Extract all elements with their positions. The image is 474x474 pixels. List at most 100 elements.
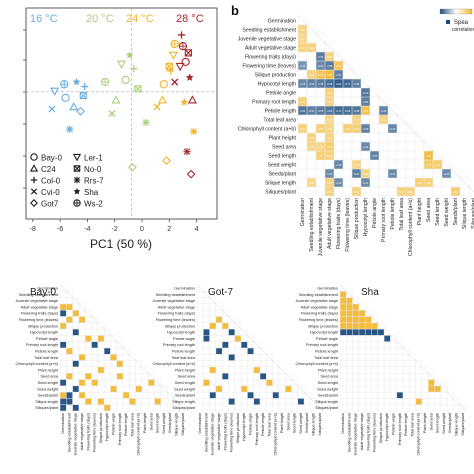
heatmap-col-label: Flowering time (leaves) [345,198,351,252]
heatmap-cell-label: -0.44 [390,128,396,131]
heatmap-grid-cell [415,373,423,380]
heatmap-cell [91,341,98,348]
heatmap-grid-cell [339,379,347,386]
heatmap-cell [72,310,79,317]
heatmap-grid-cell [228,360,235,368]
heatmap-grid-cell [122,366,130,374]
pca-point [187,95,197,104]
heatmap-row-label: Plant height [38,368,59,372]
heatmap-row-label: Seed length [38,381,58,385]
heatmap-grid-cell [358,347,366,355]
heatmap-grid-cell [324,159,335,170]
heatmap-grid-cell [432,186,443,197]
heatmap-col-label: Silique production [354,198,360,239]
heatmap-cell-label: -0.45 [336,164,342,167]
heatmap-grid-cell [306,123,317,134]
pca-point [153,103,161,111]
heatmap-grid-cell [352,354,360,361]
heatmap-row-label: Flowering time (leaves) [156,318,196,322]
legend-marker [30,176,38,184]
heatmap-cell [129,398,136,405]
heatmap-grid-cell [365,347,372,355]
heatmap-grid-cell [228,347,235,355]
heatmap-grid-cell [78,347,86,355]
heatmap-cell-label: 0.71 [318,74,323,77]
heatmap-col-label: Petiole angle [111,413,115,435]
heatmap-grid-cell [428,404,435,412]
heatmap-grid-cell [278,373,286,380]
heatmap-grid-cell [72,398,80,405]
heatmap-grid-cell [339,341,347,349]
heatmap-row-label: Silique length [35,400,58,404]
heatmap-col-label: Petiole angle [372,198,378,228]
heatmap-grid-cell [396,347,404,355]
heatmap-grid-cell [72,354,80,361]
heatmap-cell-label: 0.42 [327,137,332,140]
pca-point [76,106,85,116]
heatmap-grid-cell [342,150,353,161]
heatmap-grid-cell [116,385,124,393]
pca-point [180,98,189,106]
heatmap-col-label: Seed length [156,413,160,433]
heatmap-row-label: Petiole angle [173,337,195,341]
heatmap-cell [379,115,388,124]
heatmap-grid-cell [234,328,242,336]
heatmap-grid-cell [215,335,223,342]
heatmap-cell-label: 0.45 [300,128,305,131]
heatmap-cell [325,61,334,70]
heatmap-cell-label: 0.37 [327,101,332,104]
heatmap-cell [66,316,73,323]
heatmap-cell [361,178,370,187]
heatmap-row-label: Seed area [177,375,195,379]
heatmap-grid-cell [377,398,385,405]
heatmap-grid-cell [110,347,117,355]
heatmap-grid-cell [234,398,242,405]
heatmap-row-label: Silique length [315,400,338,404]
heatmap-grid-cell [66,310,73,317]
heatmap-grid-cell [297,404,305,412]
heatmap-cell [352,316,359,323]
heatmap-grid-cell [66,379,73,386]
heatmap-cell [346,297,353,304]
heatmap-grid-cell [360,159,371,170]
heatmap-grid-cell [365,398,372,405]
heatmap-col-label: Flowering time (leaves) [230,412,234,452]
heatmap-cell [325,133,334,142]
heatmap-grid-cell [129,379,136,386]
heatmap-grid-cell [351,96,362,107]
heatmap-grid-cell [66,322,73,330]
heatmap-cell-label: 0.38 [354,119,359,122]
heatmap-grid-cell [409,360,416,368]
heatmap-grid-cell [129,373,136,380]
heatmap-cell [307,79,316,88]
heatmap-grid-cell [135,379,143,386]
heatmap-grid-cell [91,404,98,412]
heatmap-cell [247,392,254,399]
heatmap-grid-cell [116,391,124,399]
heatmap-cell [60,310,67,317]
heatmap-row-label: Flowering traits (days) [158,312,196,316]
heatmap-row-label: Plant height [318,368,339,372]
heatmap-row-label: Silique production [165,324,195,328]
heatmap-cell [316,151,325,160]
heatmap-cell-label: -0.54 [318,56,324,59]
heatmap-grid-cell [141,385,149,393]
heatmap-grid-cell [365,354,372,361]
heatmap-row-label: Seeds/plant [318,394,339,398]
heatmap-grid-cell [247,385,254,393]
heatmap-cell-label: -0.66 [327,83,333,86]
heatmap-row-label: Chlorophyll content (a+b) [295,362,338,366]
heatmap-grid-cell [228,385,235,393]
heatmap-grid-cell [266,398,273,405]
heatmap-grid-cell [405,132,416,143]
heatmap-grid-cell [352,347,360,355]
heatmap-grid-cell [377,341,385,349]
heatmap-cell-label: -0.55 [327,65,333,68]
heatmap-grid-cell [414,150,425,161]
heatmap-grid-cell [371,404,378,412]
heatmap-cell [228,329,235,336]
heatmap-grid-cell [247,360,254,368]
heatmap-grid-cell [196,404,204,412]
heatmap-grid-cell [459,186,470,197]
heatmap-grid-cell [278,379,286,386]
